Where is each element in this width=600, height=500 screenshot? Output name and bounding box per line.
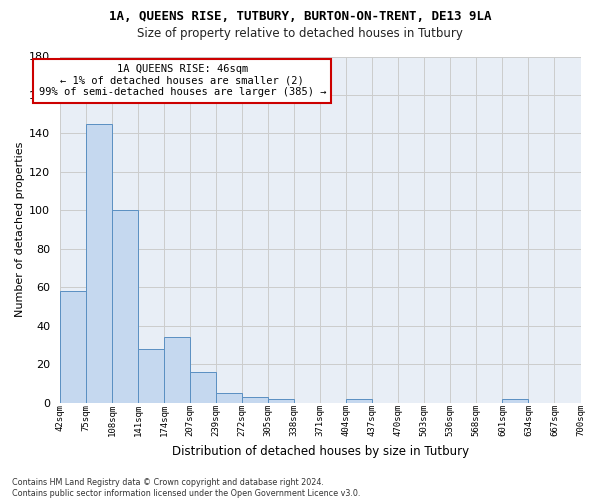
- Text: 1A QUEENS RISE: 46sqm
← 1% of detached houses are smaller (2)
99% of semi-detach: 1A QUEENS RISE: 46sqm ← 1% of detached h…: [38, 64, 326, 98]
- Bar: [138, 348, 164, 403]
- Bar: [164, 337, 190, 402]
- Bar: [346, 398, 373, 402]
- Bar: [86, 124, 112, 402]
- Y-axis label: Number of detached properties: Number of detached properties: [15, 142, 25, 317]
- Text: Size of property relative to detached houses in Tutbury: Size of property relative to detached ho…: [137, 28, 463, 40]
- Bar: [502, 398, 529, 402]
- X-axis label: Distribution of detached houses by size in Tutbury: Distribution of detached houses by size …: [172, 444, 469, 458]
- Bar: [112, 210, 138, 402]
- Bar: [60, 291, 86, 403]
- Text: 1A, QUEENS RISE, TUTBURY, BURTON-ON-TRENT, DE13 9LA: 1A, QUEENS RISE, TUTBURY, BURTON-ON-TREN…: [109, 10, 491, 23]
- Bar: [190, 372, 216, 402]
- Bar: [216, 393, 242, 402]
- Text: Contains HM Land Registry data © Crown copyright and database right 2024.
Contai: Contains HM Land Registry data © Crown c…: [12, 478, 361, 498]
- Bar: [242, 397, 268, 402]
- Bar: [268, 398, 294, 402]
